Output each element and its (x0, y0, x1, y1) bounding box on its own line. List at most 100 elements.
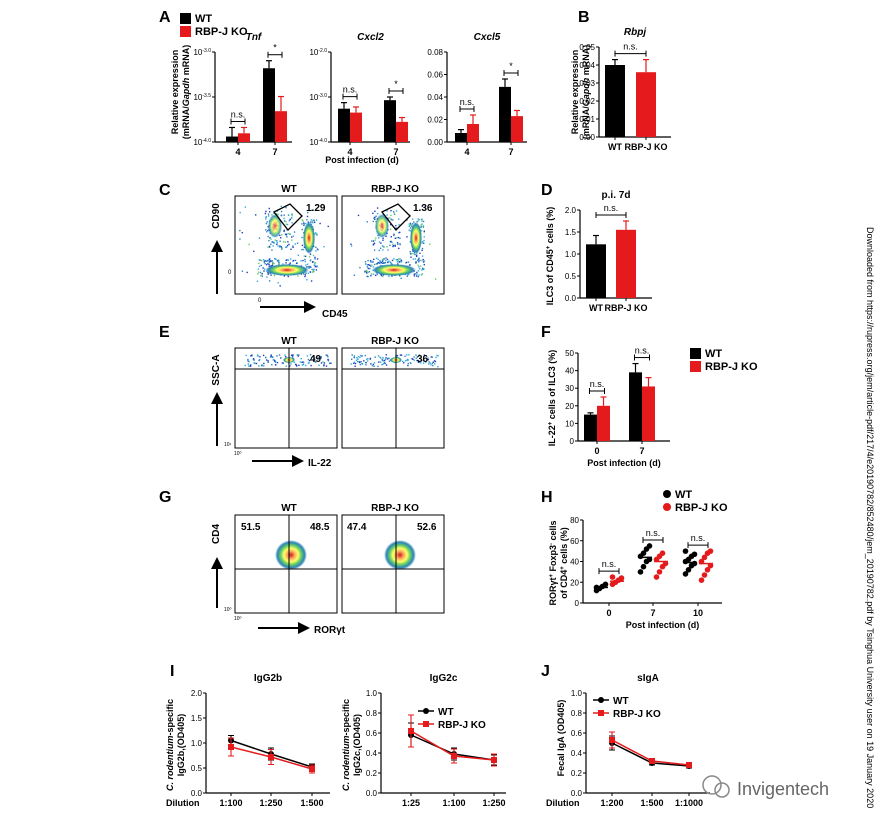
flow-dot (396, 259, 399, 261)
F-bar-wt-7 (629, 372, 642, 441)
H-ytick-label: 20 (570, 578, 579, 587)
flow-dot (400, 277, 402, 280)
D-ytick-label: 2.0 (565, 206, 577, 215)
flow-dot (357, 355, 360, 358)
legend-j-wt: WT (613, 696, 629, 707)
flow-dot (418, 274, 420, 276)
flow-dot (409, 251, 411, 253)
flow-dot (327, 359, 330, 362)
flow-dot (310, 280, 313, 282)
flow-g-yarrowhead (211, 557, 223, 569)
flow-dot (411, 218, 414, 220)
flow-dot (389, 223, 392, 226)
flow-c-y0: 0 (228, 270, 232, 276)
flow-dot (301, 223, 303, 225)
I2-title: IgG2c (430, 673, 458, 684)
flow-dot (310, 364, 312, 367)
flow-dot (263, 268, 266, 270)
A1-xtick-label: 4 (235, 147, 240, 157)
flow-dot (409, 227, 412, 229)
flow-dot (257, 355, 259, 357)
flow-dot (398, 247, 400, 250)
flow-dot (285, 223, 288, 225)
flow-dot (394, 244, 396, 247)
flow-dot (268, 215, 270, 217)
flow-dot (383, 361, 386, 364)
flow-dot (421, 223, 423, 225)
chart-rorgt-scatter: 80 60 40 20 0 0 7 10 Post infection (d) n.s. n.s. n… (570, 516, 722, 630)
flow-dot (367, 357, 369, 360)
flow-dot (387, 249, 389, 251)
flow-dot (377, 365, 379, 368)
flow-dot (397, 260, 400, 262)
flow-dot (364, 263, 367, 265)
flow-cluster (303, 222, 315, 254)
flow-dot (258, 358, 261, 361)
flow-dot (250, 354, 253, 357)
flow-dot (313, 360, 315, 362)
flow-dot (276, 355, 278, 357)
I2-xtick-label: 1:250 (482, 798, 505, 808)
flow-dot (373, 362, 376, 364)
flow-dot (413, 252, 415, 255)
flow-dot (410, 256, 412, 258)
flow-dot (320, 357, 322, 359)
H-point-wt (682, 548, 689, 554)
I1-marker-ko (228, 744, 234, 750)
A1-ytick-label: 10-3.5 (193, 93, 211, 102)
flow-dot (267, 273, 269, 276)
flow-dot (406, 236, 408, 238)
flow-dot (327, 225, 329, 228)
flow-dot (261, 259, 263, 262)
H-ytick-label: 0 (575, 599, 580, 608)
flow-dot (291, 213, 293, 215)
flow-dot (283, 214, 285, 216)
flow-dot (265, 218, 267, 220)
flow-dot (282, 241, 285, 243)
flow-dot (280, 210, 283, 213)
flow-dot (276, 361, 279, 364)
H-sig-label: n.s. (602, 559, 617, 569)
A2-bar-wt-4 (338, 108, 350, 142)
flow-dot (314, 265, 317, 268)
flow-dot (253, 250, 255, 253)
H-point-ko (653, 574, 660, 580)
flow-dot (417, 275, 419, 278)
flow-dot (354, 362, 357, 365)
flow-dot (385, 364, 388, 366)
H-point-wt (602, 581, 609, 588)
J-ytick-label: 1.0 (571, 689, 583, 698)
chart-rbpj: 0.05 0.04 0.03 0.02 0.01 0.00 WT RBP-J KO Rbpj n.… (579, 27, 671, 152)
A1-bar-ko-7 (275, 111, 287, 142)
chart-igg2b: 2.0 1.5 1.0 0.5 0.0 1:100 1:250 1:500 IgG2b Dilut… (166, 673, 330, 808)
watermark-text: Invigentech (737, 779, 829, 799)
flow-dot (312, 269, 315, 271)
flow-dot (409, 223, 412, 226)
flow-dot (407, 359, 409, 361)
flow-dot (364, 261, 367, 263)
flow-dot (410, 224, 413, 226)
I1-marker-ko (309, 766, 315, 772)
flow-g-wt-q2: 48.5 (310, 522, 330, 533)
H-point-wt (637, 569, 644, 575)
flow-dot (377, 261, 379, 264)
flow-dot (436, 354, 438, 357)
flow-dot (408, 225, 411, 227)
A3-bar-ko-7 (511, 116, 523, 142)
flow-dot (409, 230, 412, 232)
legend-f: WT RBP-J KO (690, 348, 758, 373)
H-point-wt (685, 567, 692, 573)
F-sig-label: n.s. (590, 379, 605, 389)
flow-dot (367, 271, 369, 274)
flow-dot (249, 365, 252, 367)
J-xlabel: Dilution (546, 798, 580, 808)
A2-sig-label: * (394, 79, 398, 89)
flow-dot (273, 212, 275, 214)
H-point-ko (701, 554, 708, 561)
flow-e-xlabel: IL-22 (308, 458, 332, 469)
flow-dot (370, 261, 372, 263)
flow-dot (247, 360, 249, 362)
flow-dot (433, 360, 436, 362)
flow-e-wt-density (244, 354, 332, 367)
flow-dot (382, 249, 384, 251)
